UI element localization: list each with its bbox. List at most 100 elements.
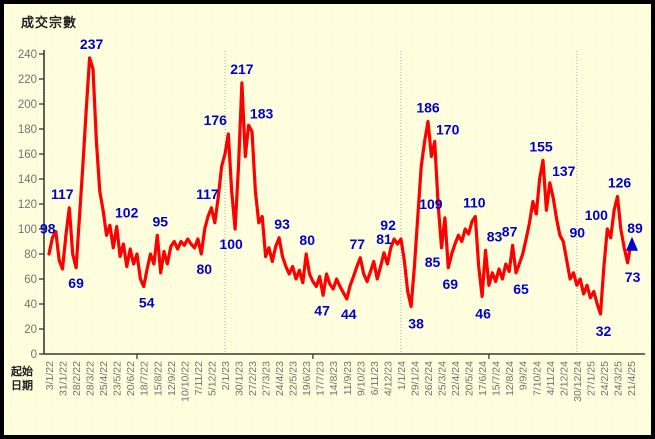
x-tick-label: 30/1/23 bbox=[234, 361, 246, 396]
data-label: 100 bbox=[219, 236, 243, 252]
x-tick-label: 19/6/23 bbox=[301, 361, 313, 396]
data-label: 38 bbox=[408, 316, 424, 332]
x-axis-title-line1: 起始 bbox=[11, 366, 33, 378]
data-label: 217 bbox=[230, 61, 254, 77]
x-tick-label: 6/11/23 bbox=[369, 361, 381, 395]
data-label: 237 bbox=[80, 36, 104, 52]
x-tick-label: 20/5/24 bbox=[464, 361, 476, 396]
data-label: 69 bbox=[68, 275, 84, 291]
y-tick-label: 240 bbox=[18, 49, 37, 61]
data-label: 69 bbox=[443, 276, 459, 292]
x-tick-label: 10/10/22 bbox=[179, 361, 191, 402]
data-label: 110 bbox=[463, 195, 486, 211]
x-tick-label: 9/10/23 bbox=[355, 361, 367, 396]
data-label: 85 bbox=[425, 254, 441, 270]
y-tick-label: 120 bbox=[18, 199, 37, 211]
data-label: 87 bbox=[502, 223, 518, 239]
x-tick-label: 17/7/23 bbox=[315, 361, 327, 396]
x-tick-label: 23/5/22 bbox=[112, 361, 124, 396]
data-label: 170 bbox=[436, 122, 460, 138]
x-tick-label: 24/3/25 bbox=[613, 361, 625, 396]
data-label: 90 bbox=[570, 225, 586, 241]
x-tick-label: 2/1/23 bbox=[220, 361, 232, 390]
y-tick-label: 100 bbox=[18, 224, 37, 236]
x-tick-label: 27/2/23 bbox=[247, 361, 259, 396]
data-label: 137 bbox=[552, 163, 576, 179]
data-label: 47 bbox=[314, 302, 330, 318]
series-line bbox=[47, 56, 633, 316]
x-tick-label: 22/4/24 bbox=[450, 361, 462, 396]
x-tick-label: 30/12/24 bbox=[572, 361, 584, 402]
x-tick-label: 25/3/24 bbox=[437, 361, 449, 396]
x-tick-label: 9/9/24 bbox=[518, 361, 530, 390]
data-label: 92 bbox=[380, 217, 396, 233]
y-tick-label: 180 bbox=[18, 124, 37, 136]
x-tick-label: 31/1/22 bbox=[58, 361, 70, 396]
x-tick-label: 1/1/24 bbox=[396, 361, 408, 390]
data-label: 155 bbox=[529, 138, 553, 154]
data-label: 98 bbox=[40, 221, 56, 237]
x-tick-label: 4/11/24 bbox=[545, 361, 557, 395]
y-tick-label: 60 bbox=[24, 274, 37, 286]
x-tick-label: 11/9/23 bbox=[342, 361, 354, 395]
data-label: 117 bbox=[51, 186, 74, 202]
data-label: 80 bbox=[197, 261, 213, 277]
data-label: 117 bbox=[196, 186, 219, 202]
y-tick-label: 20 bbox=[24, 324, 37, 336]
y-tick-label: 140 bbox=[18, 174, 37, 186]
x-tick-label: 21/4/25 bbox=[626, 361, 638, 396]
y-tick-label: 220 bbox=[18, 74, 37, 86]
data-label: 80 bbox=[299, 232, 315, 248]
x-tick-label: 3/1/22 bbox=[44, 361, 56, 390]
x-tick-label: 12/9/22 bbox=[166, 361, 178, 396]
data-label: 81 bbox=[376, 231, 392, 247]
data-label: 46 bbox=[475, 306, 491, 322]
data-label: 100 bbox=[585, 207, 609, 223]
data-label: 183 bbox=[250, 105, 274, 121]
x-tick-label: 7/10/24 bbox=[531, 361, 543, 396]
data-label: 109 bbox=[419, 196, 443, 212]
x-tick-label: 22/5/23 bbox=[288, 361, 300, 396]
data-label: 176 bbox=[204, 112, 228, 128]
x-tick-label: 4/12/23 bbox=[382, 361, 394, 396]
data-label: 89 bbox=[627, 220, 643, 236]
data-label: 73 bbox=[625, 269, 641, 285]
x-tick-label: 2/12/24 bbox=[558, 361, 570, 396]
data-label: 65 bbox=[513, 281, 529, 297]
chart-title: 成交宗數 bbox=[21, 15, 78, 30]
x-tick-label: 15/8/22 bbox=[152, 361, 164, 396]
x-tick-label: 5/12/22 bbox=[206, 361, 218, 396]
data-label: 77 bbox=[350, 236, 366, 252]
y-tick-label: 160 bbox=[18, 149, 37, 161]
y-tick-label: 40 bbox=[24, 299, 37, 311]
trend-up-arrow-icon bbox=[626, 236, 638, 251]
data-label: 83 bbox=[487, 228, 503, 244]
y-tick-label: 200 bbox=[18, 99, 37, 111]
data-label: 44 bbox=[341, 306, 357, 322]
x-tick-label: 26/2/24 bbox=[423, 361, 435, 396]
x-tick-label: 24/4/23 bbox=[274, 361, 286, 396]
x-tick-label: 27/3/23 bbox=[261, 361, 273, 396]
data-label: 54 bbox=[139, 295, 155, 311]
y-tick-label: 0 bbox=[31, 349, 37, 361]
data-label: 186 bbox=[416, 100, 440, 116]
x-axis-title-line2: 日期 bbox=[11, 380, 33, 392]
x-axis-title: 起始 日期 bbox=[11, 365, 33, 393]
x-tick-label: 18/7/22 bbox=[139, 361, 151, 396]
x-tick-label: 29/1/24 bbox=[409, 361, 421, 396]
x-tick-label: 14/8/23 bbox=[328, 361, 340, 396]
data-label: 32 bbox=[596, 323, 612, 339]
y-tick-label: 80 bbox=[24, 249, 37, 261]
x-tick-label: 20/6/22 bbox=[125, 361, 137, 396]
x-tick-label: 15/7/24 bbox=[491, 361, 503, 396]
x-tick-label: 12/8/24 bbox=[504, 361, 516, 396]
x-tick-label: 7/11/22 bbox=[193, 361, 205, 395]
data-label: 95 bbox=[153, 213, 169, 229]
x-tick-label: 24/2/25 bbox=[599, 361, 611, 396]
x-tick-label: 28/2/22 bbox=[71, 361, 83, 396]
x-tick-label: 27/1/25 bbox=[585, 361, 597, 396]
data-label: 102 bbox=[115, 205, 139, 221]
data-label: 126 bbox=[608, 175, 632, 191]
